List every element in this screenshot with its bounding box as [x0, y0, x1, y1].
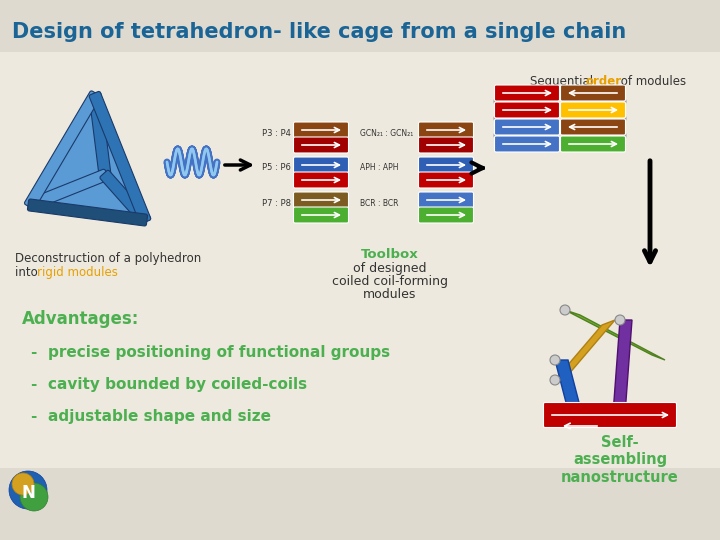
FancyBboxPatch shape	[544, 402, 677, 428]
FancyBboxPatch shape	[294, 157, 348, 173]
Text: rigid modules: rigid modules	[37, 266, 118, 279]
Text: -: -	[30, 409, 37, 424]
FancyBboxPatch shape	[495, 119, 559, 135]
FancyBboxPatch shape	[24, 91, 101, 209]
FancyBboxPatch shape	[495, 136, 559, 152]
Text: P5 : P6: P5 : P6	[262, 164, 291, 172]
FancyBboxPatch shape	[560, 85, 626, 101]
Polygon shape	[555, 320, 615, 380]
Text: of modules: of modules	[617, 75, 686, 88]
Circle shape	[12, 473, 34, 495]
Text: Self-
assembling
nanostructure: Self- assembling nanostructure	[561, 435, 679, 485]
FancyBboxPatch shape	[294, 192, 348, 208]
Text: coiled coil-forming: coiled coil-forming	[332, 275, 448, 288]
Text: Design of tetrahedron- like cage from a single chain: Design of tetrahedron- like cage from a …	[12, 22, 626, 42]
Text: of designed: of designed	[354, 262, 427, 275]
Text: into: into	[15, 266, 42, 279]
Text: N: N	[21, 484, 35, 502]
Circle shape	[560, 305, 570, 315]
FancyBboxPatch shape	[418, 157, 474, 173]
FancyBboxPatch shape	[89, 91, 150, 224]
Text: Deconstruction of a polyhedron: Deconstruction of a polyhedron	[15, 252, 202, 265]
FancyBboxPatch shape	[560, 119, 626, 135]
FancyBboxPatch shape	[495, 85, 559, 101]
Circle shape	[550, 355, 560, 365]
FancyBboxPatch shape	[418, 122, 474, 138]
Text: APH : APH: APH : APH	[360, 164, 398, 172]
FancyBboxPatch shape	[560, 136, 626, 152]
FancyBboxPatch shape	[100, 170, 150, 225]
Text: -: -	[30, 377, 37, 392]
FancyBboxPatch shape	[294, 122, 348, 138]
Polygon shape	[613, 320, 632, 414]
Text: Sequential: Sequential	[530, 75, 597, 88]
Text: modules: modules	[364, 288, 417, 301]
Polygon shape	[30, 95, 105, 205]
Text: P3 : P4: P3 : P4	[262, 129, 291, 138]
Text: order: order	[585, 75, 621, 88]
FancyBboxPatch shape	[418, 172, 474, 188]
Text: adjustable shape and size: adjustable shape and size	[48, 409, 271, 424]
FancyBboxPatch shape	[418, 137, 474, 153]
FancyBboxPatch shape	[560, 102, 626, 118]
Circle shape	[20, 483, 48, 511]
FancyBboxPatch shape	[294, 207, 348, 223]
Text: Advantages:: Advantages:	[22, 310, 140, 328]
Polygon shape	[555, 360, 582, 414]
Polygon shape	[565, 310, 665, 360]
Text: cavity bounded by coiled-coils: cavity bounded by coiled-coils	[48, 377, 307, 392]
FancyBboxPatch shape	[27, 169, 109, 211]
FancyBboxPatch shape	[89, 92, 111, 178]
Circle shape	[615, 315, 625, 325]
Text: P7 : P8: P7 : P8	[262, 199, 291, 207]
Circle shape	[550, 375, 560, 385]
Circle shape	[9, 471, 47, 509]
Bar	[0, 468, 720, 540]
Text: precise positioning of functional groups: precise positioning of functional groups	[48, 345, 390, 360]
FancyBboxPatch shape	[294, 137, 348, 153]
Polygon shape	[95, 95, 145, 220]
Text: BCR : BCR: BCR : BCR	[360, 199, 398, 207]
FancyBboxPatch shape	[27, 199, 148, 226]
Polygon shape	[30, 175, 145, 220]
Text: GCN₂₁ : GCN₂₁: GCN₂₁ : GCN₂₁	[360, 129, 413, 138]
Bar	[0, 0, 720, 52]
Text: -: -	[30, 345, 37, 360]
Text: Toolbox: Toolbox	[361, 248, 419, 261]
FancyBboxPatch shape	[495, 102, 559, 118]
Polygon shape	[30, 95, 145, 220]
FancyBboxPatch shape	[418, 192, 474, 208]
FancyBboxPatch shape	[294, 172, 348, 188]
FancyBboxPatch shape	[418, 207, 474, 223]
